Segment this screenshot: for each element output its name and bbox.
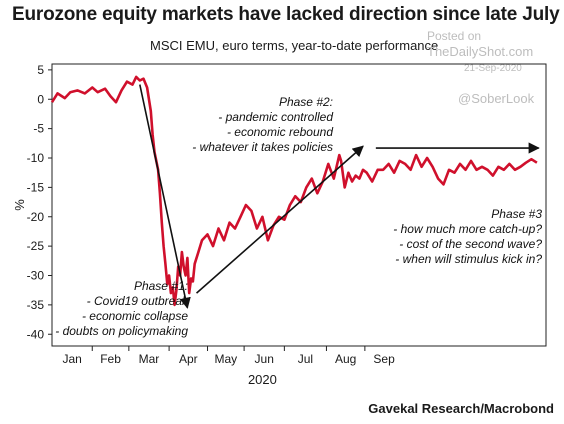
watermark-site: TheDailyShot.com	[427, 44, 534, 59]
y-tick-label: -20	[27, 210, 45, 224]
x-tick-label: Jun	[255, 352, 274, 366]
y-tick-label: -35	[27, 298, 45, 312]
watermark-handle: @SoberLook	[458, 91, 535, 106]
y-tick-label: -10	[27, 151, 45, 165]
annotation-2-line: - economic rebound	[227, 125, 333, 139]
x-axis-year-label: 2020	[248, 372, 277, 387]
x-tick-label: Mar	[139, 352, 160, 366]
trend-arrow-2	[196, 145, 364, 294]
y-tick-label: 5	[37, 63, 44, 77]
chart-subtitle: MSCI EMU, euro terms, year-to-date perfo…	[150, 38, 439, 53]
y-tick-label: -5	[33, 122, 44, 136]
annotation-3-line: - cost of the second wave?	[399, 237, 542, 251]
chart-title: Eurozone equity markets have lacked dire…	[12, 4, 560, 25]
y-tick-label: -25	[27, 239, 45, 253]
trend-arrow-1	[139, 84, 191, 309]
x-tick-label: Feb	[100, 352, 121, 366]
y-tick-label: -15	[27, 180, 45, 194]
annotation-2-line: Phase #2:	[279, 95, 333, 109]
x-tick-label: Jul	[298, 352, 313, 366]
x-tick-label: Aug	[335, 352, 356, 366]
x-tick-label: Apr	[179, 352, 198, 366]
x-tick-label: Sep	[373, 352, 395, 366]
watermark-posted-on: Posted on	[427, 29, 482, 43]
y-tick-label: -40	[27, 327, 45, 341]
plot-frame	[51, 63, 547, 347]
source-credit: Gavekal Research/Macrobond	[368, 401, 554, 416]
y-axis-label: %	[12, 199, 27, 211]
x-tick-label: Jan	[62, 352, 81, 366]
annotation-3-line: - how much more catch-up?	[393, 222, 542, 236]
annotation-1-line: - economic collapse	[82, 309, 188, 323]
annotation-2-line: - pandemic controlled	[218, 110, 333, 124]
annotation-2-line: - whatever it takes policies	[192, 140, 333, 154]
y-tick-label: -30	[27, 269, 45, 283]
annotation-3-line: - when will stimulus kick in?	[395, 252, 542, 266]
x-tick-label: May	[214, 352, 237, 366]
annotation-3-line: Phase #3	[491, 207, 542, 221]
series-line	[50, 75, 538, 307]
annotation-1-line: Phase #1:	[134, 279, 188, 293]
y-tick-label: 0	[37, 92, 44, 106]
annotation-1-line: - doubts on policymaking	[55, 324, 188, 338]
watermark-date: 21-Sep-2020	[464, 63, 522, 74]
annotation-1-line: - Covid19 outbreak	[87, 294, 189, 308]
